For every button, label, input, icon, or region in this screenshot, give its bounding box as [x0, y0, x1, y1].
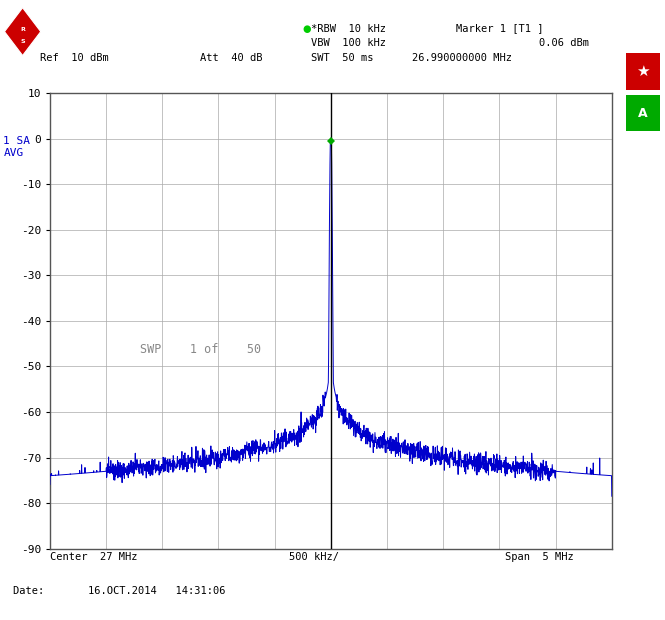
Text: Att  40 dB: Att 40 dB [200, 53, 262, 63]
Text: Span  5 MHz: Span 5 MHz [505, 552, 574, 562]
Text: S: S [21, 39, 25, 44]
Text: SWT  50 ms: SWT 50 ms [311, 53, 373, 63]
Text: SWP    1 of    50: SWP 1 of 50 [140, 343, 261, 356]
Text: A: A [638, 107, 648, 120]
Text: Ref  10 dBm: Ref 10 dBm [40, 53, 108, 63]
Text: VBW  100 kHz: VBW 100 kHz [311, 38, 386, 48]
Text: 500 kHz/: 500 kHz/ [289, 552, 339, 562]
Text: 0.06 dBm: 0.06 dBm [539, 38, 589, 48]
Text: 1 SA
AVG: 1 SA AVG [3, 136, 31, 158]
Text: Marker 1 [T1 ]: Marker 1 [T1 ] [456, 24, 543, 33]
Text: ★: ★ [636, 64, 650, 79]
Text: ●: ● [303, 24, 311, 33]
Text: Date:       16.OCT.2014   14:31:06: Date: 16.OCT.2014 14:31:06 [13, 586, 226, 596]
Text: Center  27 MHz: Center 27 MHz [50, 552, 138, 562]
Text: R: R [20, 27, 25, 32]
Polygon shape [5, 7, 41, 56]
Text: *RBW  10 kHz: *RBW 10 kHz [311, 24, 386, 33]
Text: 26.990000000 MHz: 26.990000000 MHz [412, 53, 512, 63]
